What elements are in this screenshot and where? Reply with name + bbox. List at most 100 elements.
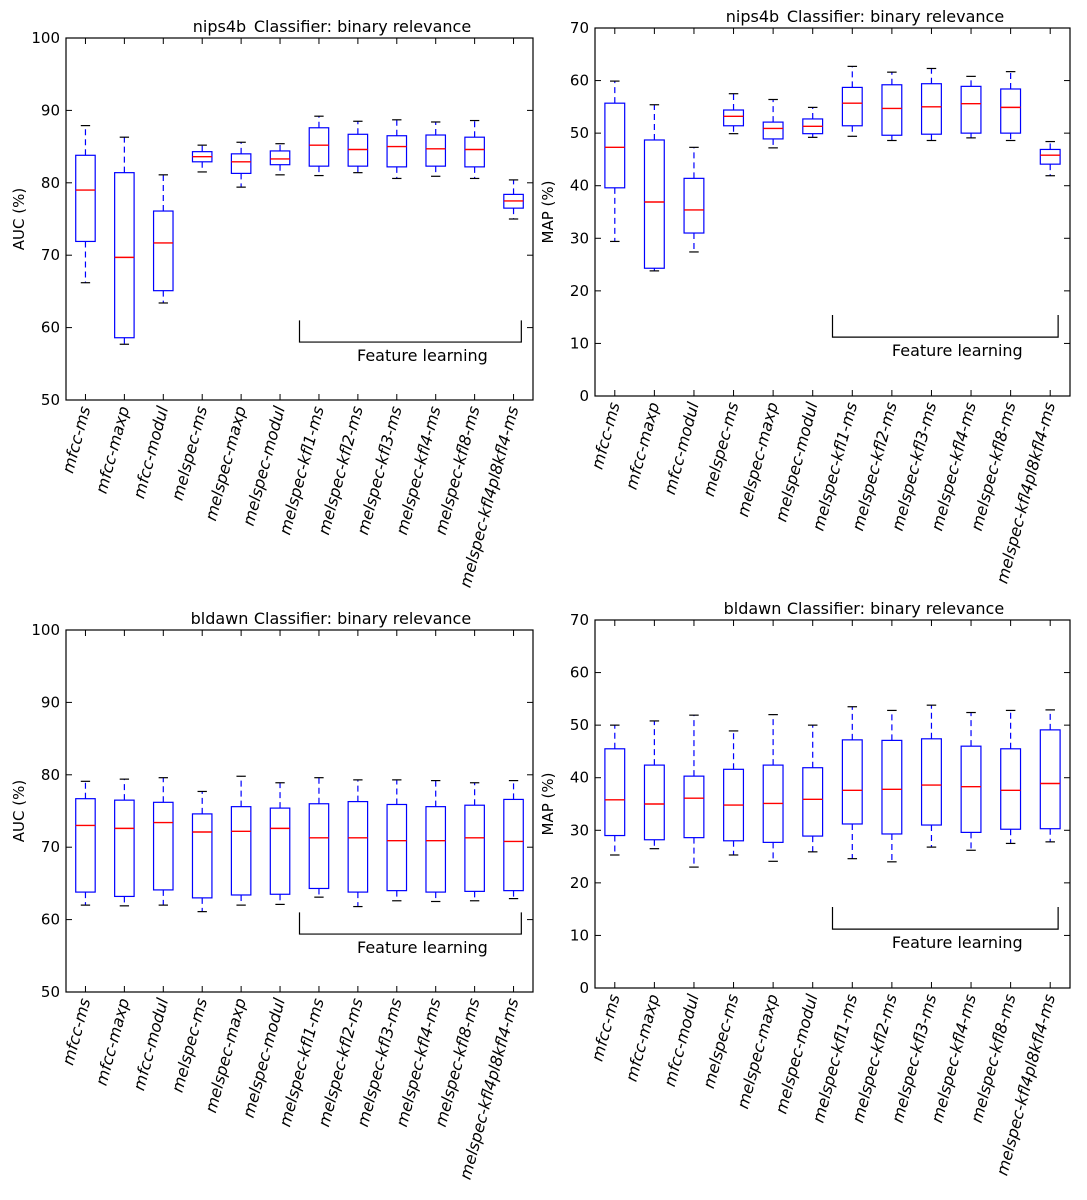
- box-melspec-modul: [802, 106, 824, 138]
- box-melspec-kfl4pl8kfl4-ms: [503, 779, 524, 900]
- x-tick-label: mfcc-ms: [58, 404, 94, 475]
- box-melspec-maxp: [762, 98, 784, 149]
- box-melspec-modul: [802, 724, 824, 853]
- iqr-box: [841, 86, 863, 127]
- iqr-box: [230, 806, 252, 896]
- x-tick-label: melspec-maxp: [733, 400, 782, 519]
- chart-title-dataset: bldawn: [724, 599, 782, 618]
- feature-learning-label: Feature learning: [357, 346, 488, 365]
- feature-learning-label: Feature learning: [892, 341, 1023, 360]
- box-melspec-kfl2-ms: [881, 71, 903, 142]
- y-tick-label: 20: [570, 282, 589, 300]
- iqr-box: [464, 136, 485, 168]
- iqr-box: [114, 799, 135, 898]
- iqr-box: [643, 764, 665, 841]
- y-tick-label: 60: [41, 319, 60, 337]
- y-tick-label: 0: [579, 979, 589, 997]
- box-melspec-kfl1-ms: [841, 706, 863, 860]
- box-mfcc-modul: [152, 174, 174, 304]
- y-tick-label: 90: [41, 101, 60, 119]
- box-mfcc-modul: [683, 146, 705, 253]
- y-tick-label: 80: [41, 174, 60, 192]
- box-mfcc-maxp: [114, 136, 135, 345]
- box-melspec-kfl3-ms: [920, 67, 942, 142]
- iqr-box: [960, 745, 982, 833]
- feature-learning-bracket: [831, 907, 1059, 930]
- box-mfcc-modul: [683, 714, 705, 868]
- x-tick-label: mfcc-modul: [129, 404, 172, 501]
- box-melspec-modul: [269, 782, 291, 905]
- iqr-box: [152, 801, 174, 891]
- box-melspec-ms: [723, 730, 745, 856]
- iqr-box: [269, 807, 291, 895]
- x-tick-label: mfcc-modul: [660, 400, 703, 497]
- box-melspec-kfl4-ms: [960, 75, 982, 139]
- chart-title-classifier: Classifier: binary relevance: [254, 609, 471, 628]
- chart-title-dataset: bldawn: [191, 609, 249, 628]
- plot-frame: [65, 629, 534, 993]
- box-melspec-kfl1-ms: [308, 115, 330, 177]
- iqr-box: [269, 150, 291, 166]
- box-mfcc-ms: [604, 80, 626, 243]
- y-tick-label: 30: [570, 229, 589, 247]
- box-melspec-ms: [723, 93, 745, 135]
- chart-title-classifier: Classifier: binary relevance: [787, 7, 1004, 26]
- box-melspec-kfl2-ms: [881, 709, 903, 863]
- y-tick-label: 0: [579, 387, 589, 405]
- x-tick-label: mfcc-maxp: [622, 400, 664, 491]
- iqr-box: [230, 153, 252, 174]
- chart-panel-1: nips4b Classifier: binary relevance AUC (%…: [10, 17, 534, 589]
- iqr-box: [920, 738, 942, 826]
- y-tick-label: 70: [41, 838, 60, 856]
- y-tick-label: 100: [31, 29, 60, 47]
- box-melspec-kfl4-ms: [425, 779, 447, 903]
- feature-learning-bracket: [831, 315, 1059, 338]
- iqr-box: [75, 154, 96, 243]
- iqr-box: [841, 739, 863, 825]
- x-tick-label: mfcc-modul: [129, 996, 172, 1093]
- plot-frame: [594, 27, 1071, 397]
- iqr-box: [723, 109, 745, 127]
- box-melspec-kfl2-ms: [347, 779, 369, 908]
- y-axis-label: AUC (%): [10, 780, 28, 842]
- x-tick-label: mfcc-modul: [660, 992, 703, 1089]
- box-melspec-kfl8-ms: [464, 782, 485, 902]
- x-tick-label: mfcc-ms: [588, 400, 624, 471]
- plot-frame: [65, 37, 534, 401]
- iqr-box: [1000, 88, 1022, 134]
- iqr-box: [386, 803, 408, 892]
- iqr-box: [503, 798, 524, 892]
- y-tick-label: 10: [570, 926, 589, 944]
- x-tick-label: mfcc-ms: [58, 996, 94, 1067]
- y-tick-label: 60: [570, 664, 589, 682]
- box-melspec-kfl4pl8kfl4-ms: [503, 179, 524, 220]
- iqr-box: [347, 800, 369, 893]
- chart-panel-4: bldawn Classifier: binary relevance MAP (%…: [539, 599, 1071, 1177]
- iqr-box: [920, 83, 942, 135]
- iqr-box: [604, 102, 626, 189]
- chart-panel-3: bldawn Classifier: binary relevance AUC (%…: [10, 609, 534, 1181]
- iqr-box: [425, 134, 447, 167]
- box-melspec-kfl3-ms: [386, 779, 408, 902]
- y-tick-label: 50: [570, 124, 589, 142]
- y-tick-label: 60: [41, 911, 60, 929]
- iqr-box: [191, 813, 213, 899]
- iqr-box: [1039, 148, 1061, 165]
- iqr-box: [802, 767, 824, 837]
- box-melspec-kfl8-ms: [1000, 71, 1022, 142]
- feature-learning-bracket: [298, 912, 522, 935]
- y-tick-label: 70: [41, 246, 60, 264]
- x-tick-label: melspec-ms: [699, 400, 742, 498]
- chart-title-classifier: Classifier: binary relevance: [787, 599, 1004, 618]
- box-melspec-kfl4-ms: [960, 711, 982, 851]
- y-tick-label: 90: [41, 693, 60, 711]
- iqr-box: [1000, 748, 1022, 830]
- iqr-box: [386, 135, 408, 168]
- x-tick-label: melspec-ms: [699, 992, 742, 1090]
- chart-title-dataset: nips4b: [726, 7, 779, 26]
- iqr-box: [347, 133, 369, 167]
- iqr-box: [604, 748, 626, 837]
- iqr-box: [683, 775, 705, 839]
- box-melspec-ms: [191, 144, 213, 173]
